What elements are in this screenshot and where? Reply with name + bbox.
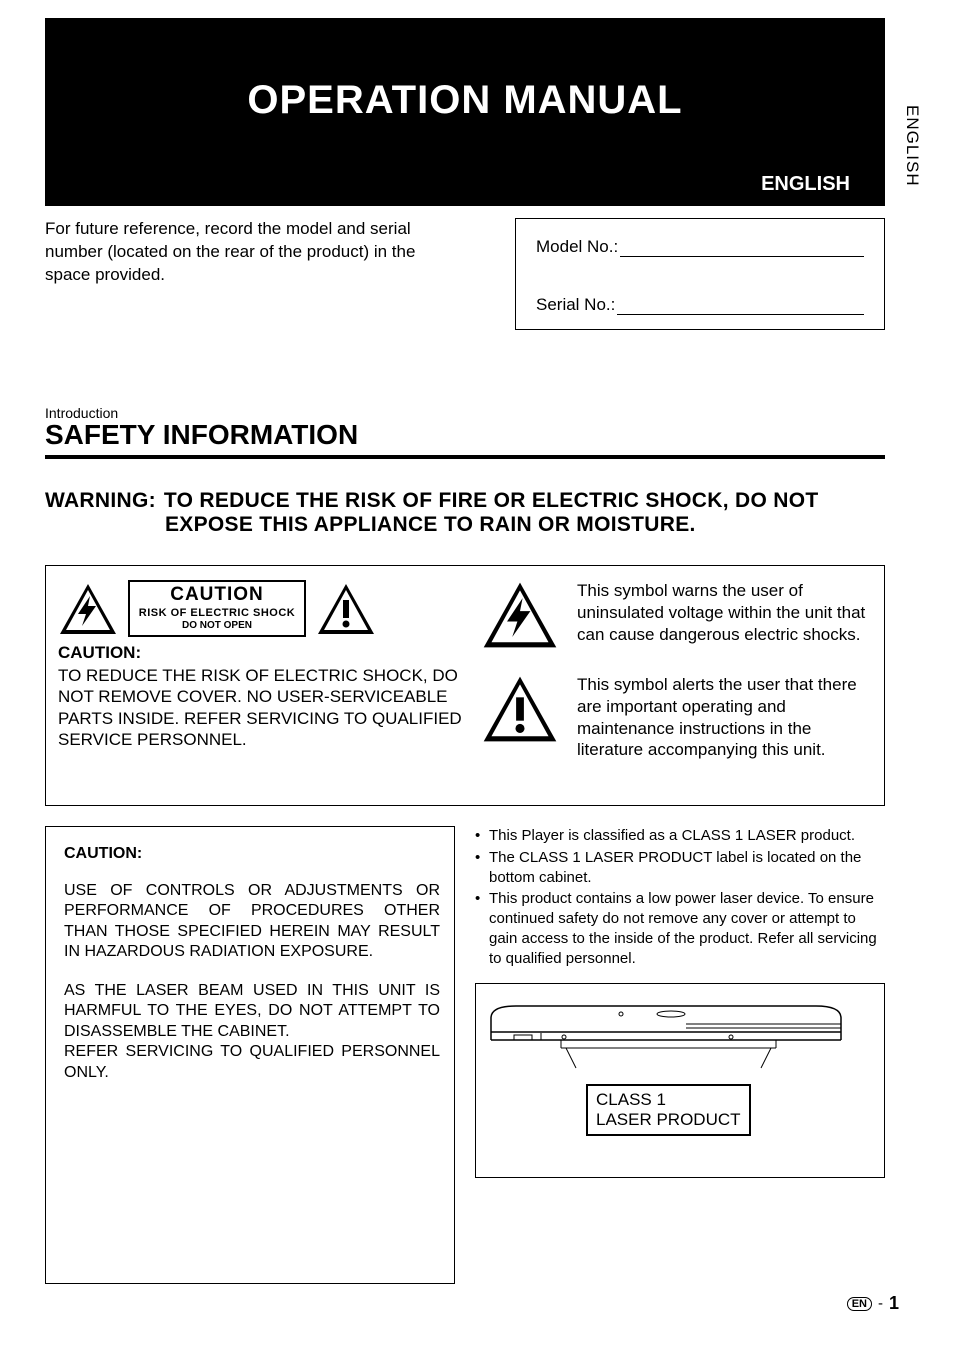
laser-section: CAUTION: USE OF CONTROLS OR ADJUSTMENTS … <box>45 826 885 1284</box>
page-number: 1 <box>889 1293 899 1314</box>
laser-caution-para2: AS THE LASER BEAM USED IN THIS UNIT IS H… <box>64 981 440 1042</box>
serial-no-line <box>617 314 864 315</box>
laser-bullet-3-text: This product contains a low power laser … <box>489 889 885 968</box>
caution-box-line1: CAUTION <box>132 584 302 606</box>
section-rule <box>45 455 885 459</box>
caution-box-line2: RISK OF ELECTRIC SHOCK <box>132 607 302 619</box>
warning-block: WARNING: TO REDUCE THE RISK OF FIRE OR E… <box>45 489 885 537</box>
player-outline-icon <box>486 1000 846 1070</box>
class1-line1: CLASS 1 <box>596 1090 741 1110</box>
exclamation-triangle-icon <box>316 582 376 636</box>
serial-no-label: Serial No.: <box>536 295 615 315</box>
exclaim-symbol-description: This symbol alerts the user that there a… <box>577 674 866 761</box>
laser-caution-para3: REFER SERVICING TO QUALIFIED PERSONNEL O… <box>64 1042 440 1083</box>
laser-caution-heading: CAUTION: <box>64 845 440 863</box>
model-no-line <box>620 256 864 257</box>
footer-dash: - <box>878 1295 883 1312</box>
warning-line2: EXPOSE THIS APPLIANCE TO RAIN OR MOISTUR… <box>165 513 885 537</box>
serial-number-box: Model No.: Serial No.: <box>515 218 885 330</box>
language-label: ENGLISH <box>75 173 855 198</box>
caution-box-line3: DO NOT OPEN <box>132 620 302 631</box>
laser-bullet-1: • This Player is classified as a CLASS 1… <box>475 826 885 846</box>
caution-label-box: CAUTION RISK OF ELECTRIC SHOCK DO NOT OP… <box>128 580 306 637</box>
voltage-symbol-description: This symbol warns the user of uninsulate… <box>577 580 866 650</box>
page-footer: EN - 1 <box>847 1293 899 1314</box>
model-no-label: Model No.: <box>536 237 618 257</box>
manual-title: OPERATION MANUAL <box>75 78 855 123</box>
bullet-icon: • <box>475 889 489 968</box>
laser-bullet-2: • The CLASS 1 LASER PRODUCT label is loc… <box>475 848 885 888</box>
laser-caution-box: CAUTION: USE OF CONTROLS OR ADJUSTMENTS … <box>45 826 455 1284</box>
lang-code-pill: EN <box>847 1297 872 1311</box>
laser-caution-para1: USE OF CONTROLS OR ADJUSTMENTS OR PERFOR… <box>64 881 440 963</box>
laser-bullet-1-text: This Player is classified as a CLASS 1 L… <box>489 826 855 846</box>
bullet-icon: • <box>475 826 489 846</box>
intro-block: Introduction SAFETY INFORMATION <box>45 405 885 459</box>
lightning-triangle-icon-large <box>481 580 559 650</box>
class1-laser-label: CLASS 1 LASER PRODUCT <box>586 1084 751 1137</box>
warning-label: WARNING: <box>45 489 156 513</box>
vertical-language-tab: ENGLISH <box>902 105 922 187</box>
header-panel: OPERATION MANUAL ENGLISH <box>45 18 885 206</box>
exclamation-triangle-icon-large <box>481 674 559 744</box>
caution-heading-left: CAUTION: <box>58 643 463 663</box>
reference-instructions: For future reference, record the model a… <box>45 218 425 330</box>
player-diagram-box: CLASS 1 LASER PRODUCT <box>475 983 885 1178</box>
lightning-triangle-icon <box>58 582 118 636</box>
laser-bullets-column: • This Player is classified as a CLASS 1… <box>475 826 885 1284</box>
laser-bullet-2-text: The CLASS 1 LASER PRODUCT label is locat… <box>489 848 885 888</box>
safety-info-title: SAFETY INFORMATION <box>45 419 885 451</box>
caution-symbols-box: CAUTION RISK OF ELECTRIC SHOCK DO NOT OP… <box>45 565 885 806</box>
laser-bullet-3: • This product contains a low power lase… <box>475 889 885 968</box>
class1-line2: LASER PRODUCT <box>596 1110 741 1130</box>
reference-section: For future reference, record the model a… <box>45 218 885 330</box>
warning-line1: TO REDUCE THE RISK OF FIRE OR ELECTRIC S… <box>164 489 819 513</box>
caution-body-left: TO REDUCE THE RISK OF ELECTRIC SHOCK, DO… <box>58 665 463 750</box>
bullet-icon: • <box>475 848 489 888</box>
